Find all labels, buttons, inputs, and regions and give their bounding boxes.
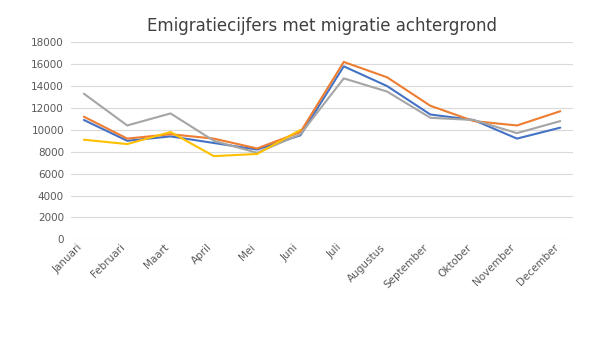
2020: [427, 116, 434, 120]
Line: 2021: 2021: [84, 130, 300, 156]
2019: [470, 119, 477, 123]
2020: [167, 111, 174, 115]
2018: [254, 147, 261, 152]
2019: [427, 103, 434, 108]
2018: [557, 126, 564, 130]
2019: [514, 123, 521, 127]
2020: [210, 139, 217, 143]
2018: [167, 134, 174, 139]
2019: [210, 137, 217, 141]
2018: [427, 112, 434, 117]
Line: 2020: 2020: [84, 78, 560, 153]
2020: [557, 119, 564, 123]
2020: [470, 118, 477, 122]
2019: [384, 75, 391, 80]
2018: [297, 133, 304, 137]
2019: [557, 109, 564, 113]
2019: [297, 130, 304, 134]
2020: [80, 92, 87, 96]
2020: [514, 131, 521, 135]
2019: [167, 132, 174, 136]
2019: [340, 60, 348, 64]
2018: [514, 137, 521, 141]
2020: [340, 76, 348, 81]
2021: [167, 130, 174, 134]
2021: [210, 154, 217, 158]
2021: [80, 138, 87, 142]
2020: [124, 123, 131, 127]
2019: [80, 115, 87, 119]
Title: Emigratiecijfers met migratie achtergrond: Emigratiecijfers met migratie achtergron…: [147, 17, 497, 35]
2020: [254, 151, 261, 155]
2019: [124, 137, 131, 141]
2020: [297, 132, 304, 136]
2018: [124, 139, 131, 143]
2019: [254, 146, 261, 151]
2018: [384, 84, 391, 88]
2018: [210, 141, 217, 145]
Line: 2018: 2018: [84, 66, 560, 150]
2021: [297, 128, 304, 132]
2018: [80, 118, 87, 122]
2020: [384, 89, 391, 94]
2021: [124, 142, 131, 146]
2018: [340, 64, 348, 68]
2018: [470, 118, 477, 122]
Line: 2019: 2019: [84, 62, 560, 149]
2021: [254, 152, 261, 156]
